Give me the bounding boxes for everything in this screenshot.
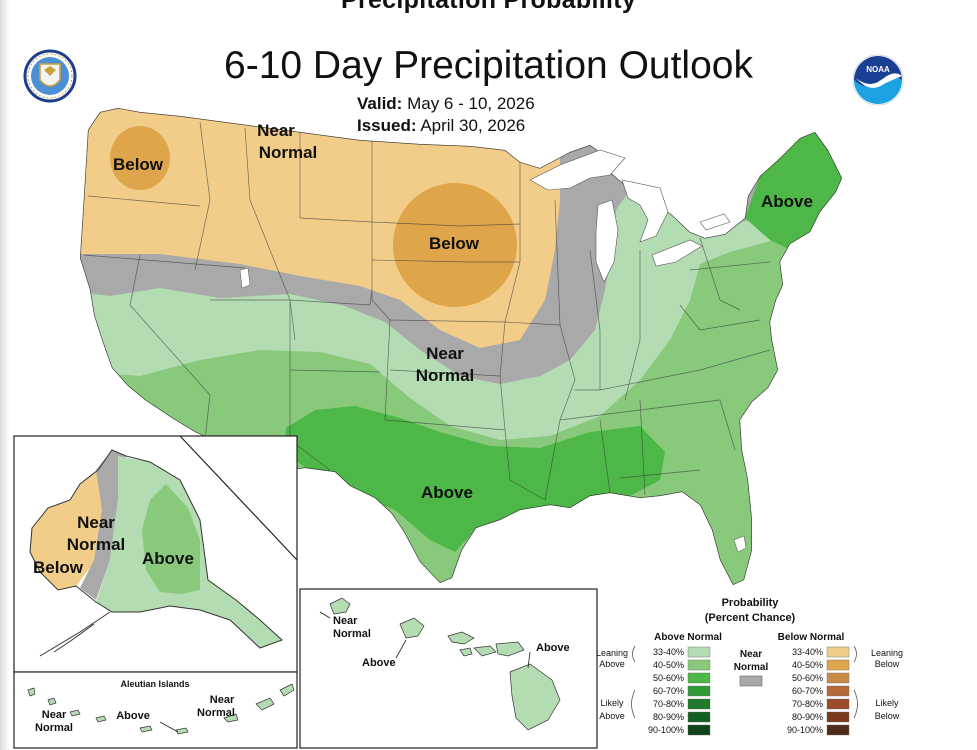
legend-above-swatches: 33-40% 40-50% 50-60% 60-70% 70-80% 80-90% 90-1… [648, 646, 711, 736]
legend-below-swatches: 33-40% 40-50% 50-60% 60-70% 70-80% 80-90% 90-1… [787, 646, 850, 736]
alaska-inset: Near Normal Below Above [13, 435, 298, 673]
legend-title-2: (Percent Chance) [705, 612, 796, 624]
legend-above-range-6: 90-100% [648, 725, 684, 735]
legend-likely-above-2: Above [599, 711, 625, 721]
label-plains-below: Below [429, 234, 480, 253]
label-ak-near-1: Near [77, 513, 115, 532]
label-ak-near-2: Normal [67, 535, 126, 554]
legend-likely-below-2: Below [875, 711, 900, 721]
legend-below-swatch-3 [826, 685, 850, 697]
legend-above-swatch-6 [687, 724, 711, 736]
issued-label: Issued: [357, 116, 417, 135]
legend-below-swatch-4 [826, 698, 850, 710]
label-wa-below: Below [113, 155, 164, 174]
legend-likely-above-1: Likely [600, 698, 624, 708]
legend-below-range-0: 33-40% [792, 647, 823, 657]
legend-likely-below-1: Likely [875, 698, 899, 708]
noaa-logo-icon: NOAA [852, 54, 904, 106]
legend-below-swatch-0 [826, 646, 850, 658]
legend-above-range-1: 40-50% [653, 660, 684, 670]
label-aleut-near-w-2: Normal [35, 722, 73, 734]
legend-below-swatch-1 [826, 659, 850, 671]
legend-above-range-0: 33-40% [653, 647, 684, 657]
legend-below-swatch-6 [826, 724, 850, 736]
label-hi-above-e: Above [536, 642, 570, 654]
issued-date: Issued: April 30, 2026 [357, 116, 525, 136]
hawaii-inset: Near Normal Above Above [299, 588, 598, 749]
legend-leaning-above-1: Leaning [596, 648, 628, 658]
legend-near-2: Normal [734, 662, 769, 673]
legend-above-swatch-2 [687, 672, 711, 684]
label-ak-above: Above [142, 549, 194, 568]
legend-above-header: Above Normal [654, 632, 722, 643]
label-mid-near-2: Normal [416, 366, 475, 385]
legend: Probability (Percent Chance) Above Norma… [596, 597, 903, 736]
valid-dates: Valid: May 6 - 10, 2026 [357, 94, 535, 114]
legend-leaning-below-1: Leaning [871, 648, 903, 658]
state-boundaries [83, 121, 771, 501]
cutoff-title-strip: Precipitation Probability [0, 0, 977, 14]
label-ak-below: Below [33, 558, 84, 577]
label-aleutian-title: Aleutian Islands [120, 679, 189, 689]
valid-value: May 6 - 10, 2026 [407, 94, 535, 113]
legend-above-swatch-4 [687, 698, 711, 710]
legend-above-swatch-1 [687, 659, 711, 671]
label-aleut-near-w-1: Near [42, 709, 67, 721]
legend-leaning-below-2: Below [875, 659, 900, 669]
great-salt-lake [239, 267, 251, 289]
label-aleut-near-e-2: Normal [197, 707, 235, 719]
legend-above-swatch-5 [687, 711, 711, 723]
legend-below-range-2: 50-60% [792, 673, 823, 683]
svg-text:NOAA: NOAA [866, 65, 890, 74]
great-lakes [529, 149, 731, 283]
legend-below-swatch-5 [826, 711, 850, 723]
legend-below-range-3: 60-70% [792, 686, 823, 696]
map-title: 6-10 Day Precipitation Outlook [224, 44, 753, 87]
label-north-near-1: Near [257, 121, 295, 140]
doc-seal-icon [23, 49, 77, 103]
label-aleut-near-e-1: Near [210, 694, 235, 706]
legend-above-range-3: 60-70% [653, 686, 684, 696]
legend-below-header: Below Normal [778, 632, 845, 643]
lake-okeechobee [733, 535, 747, 553]
legend-below-range-5: 80-90% [792, 712, 823, 722]
label-hi-near-1: Near [333, 615, 358, 627]
issued-value: April 30, 2026 [420, 116, 526, 135]
legend-above-swatch-3 [687, 685, 711, 697]
page-edge-shadow [0, 0, 10, 750]
legend-title-1: Probability [722, 597, 780, 609]
label-north-near-2: Normal [259, 143, 318, 162]
legend-near-1: Near [740, 649, 762, 660]
label-south-above: Above [421, 483, 473, 502]
label-ne-above: Above [761, 192, 813, 211]
aleutian-inset: Aleutian Islands Near Normal Above Near … [13, 671, 298, 749]
legend-above-range-4: 70-80% [653, 699, 684, 709]
legend-below-range-4: 70-80% [792, 699, 823, 709]
label-aleut-above: Above [116, 710, 150, 722]
legend-below-range-1: 40-50% [792, 660, 823, 670]
label-hi-near-2: Normal [333, 628, 371, 640]
legend-near-swatch [739, 675, 763, 687]
valid-label: Valid: [357, 94, 403, 113]
cutoff-title: Precipitation Probability [340, 0, 637, 14]
label-mid-near-1: Near [426, 344, 464, 363]
legend-above-range-5: 80-90% [653, 712, 684, 722]
legend-leaning-above-2: Above [599, 659, 625, 669]
legend-below-range-6: 90-100% [787, 725, 823, 735]
legend-above-swatch-0 [687, 646, 711, 658]
legend-above-range-2: 50-60% [653, 673, 684, 683]
legend-below-swatch-2 [826, 672, 850, 684]
label-hi-above-w: Above [362, 657, 396, 669]
